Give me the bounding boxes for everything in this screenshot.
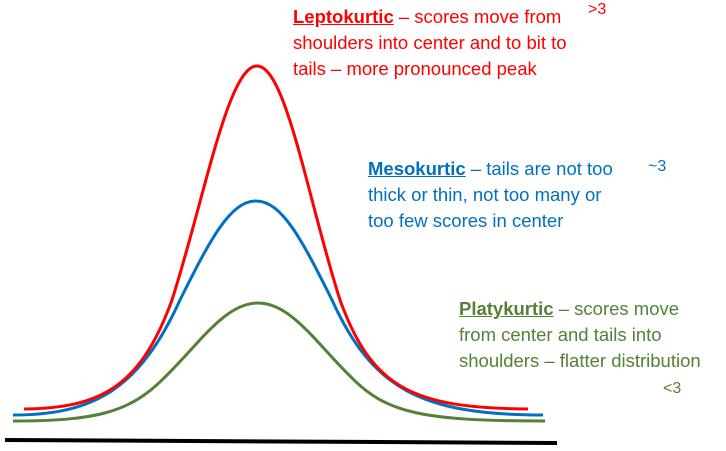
platykurtic-desc-line-2: from center and tails into	[459, 324, 662, 345]
platykurtic-term: Platykurtic	[459, 298, 554, 319]
mesokurtic-desc-line-1: – tails are not too	[465, 158, 613, 179]
platykurtic-curve	[12, 301, 546, 423]
leptokurtic-desc-line-1: – scores move from	[393, 6, 562, 27]
platykurtic-kurtosis-value: <3	[663, 380, 682, 397]
leptokurtic-desc-line-3: tails – more pronounced peak	[293, 58, 537, 79]
platykurtic-desc-line-1: – scores move	[553, 298, 680, 319]
mesokurtic-desc-line-2: thick or thin, not too many or	[368, 184, 602, 205]
mesokurtic-term: Mesokurtic	[368, 158, 466, 179]
mesokurtic-desc-line-3: too few scores in center	[368, 210, 564, 231]
leptokurtic-curve	[23, 64, 529, 411]
x-axis-baseline	[4, 438, 558, 445]
leptokurtic-term: Leptokurtic	[293, 6, 394, 27]
mesokurtic-kurtosis-value: ~3	[648, 158, 667, 175]
leptokurtic-description: Leptokurtic – scores move from shoulders…	[293, 4, 567, 82]
platykurtic-desc-line-3: shoulders – flatter distribution	[459, 350, 701, 371]
leptokurtic-desc-line-2: shoulders into center and to bit to	[293, 32, 567, 53]
mesokurtic-description: Mesokurtic – tails are not too thick or …	[368, 156, 613, 234]
platykurtic-description: Platykurtic – scores move from center an…	[459, 296, 701, 374]
leptokurtic-kurtosis-value: >3	[588, 1, 607, 18]
